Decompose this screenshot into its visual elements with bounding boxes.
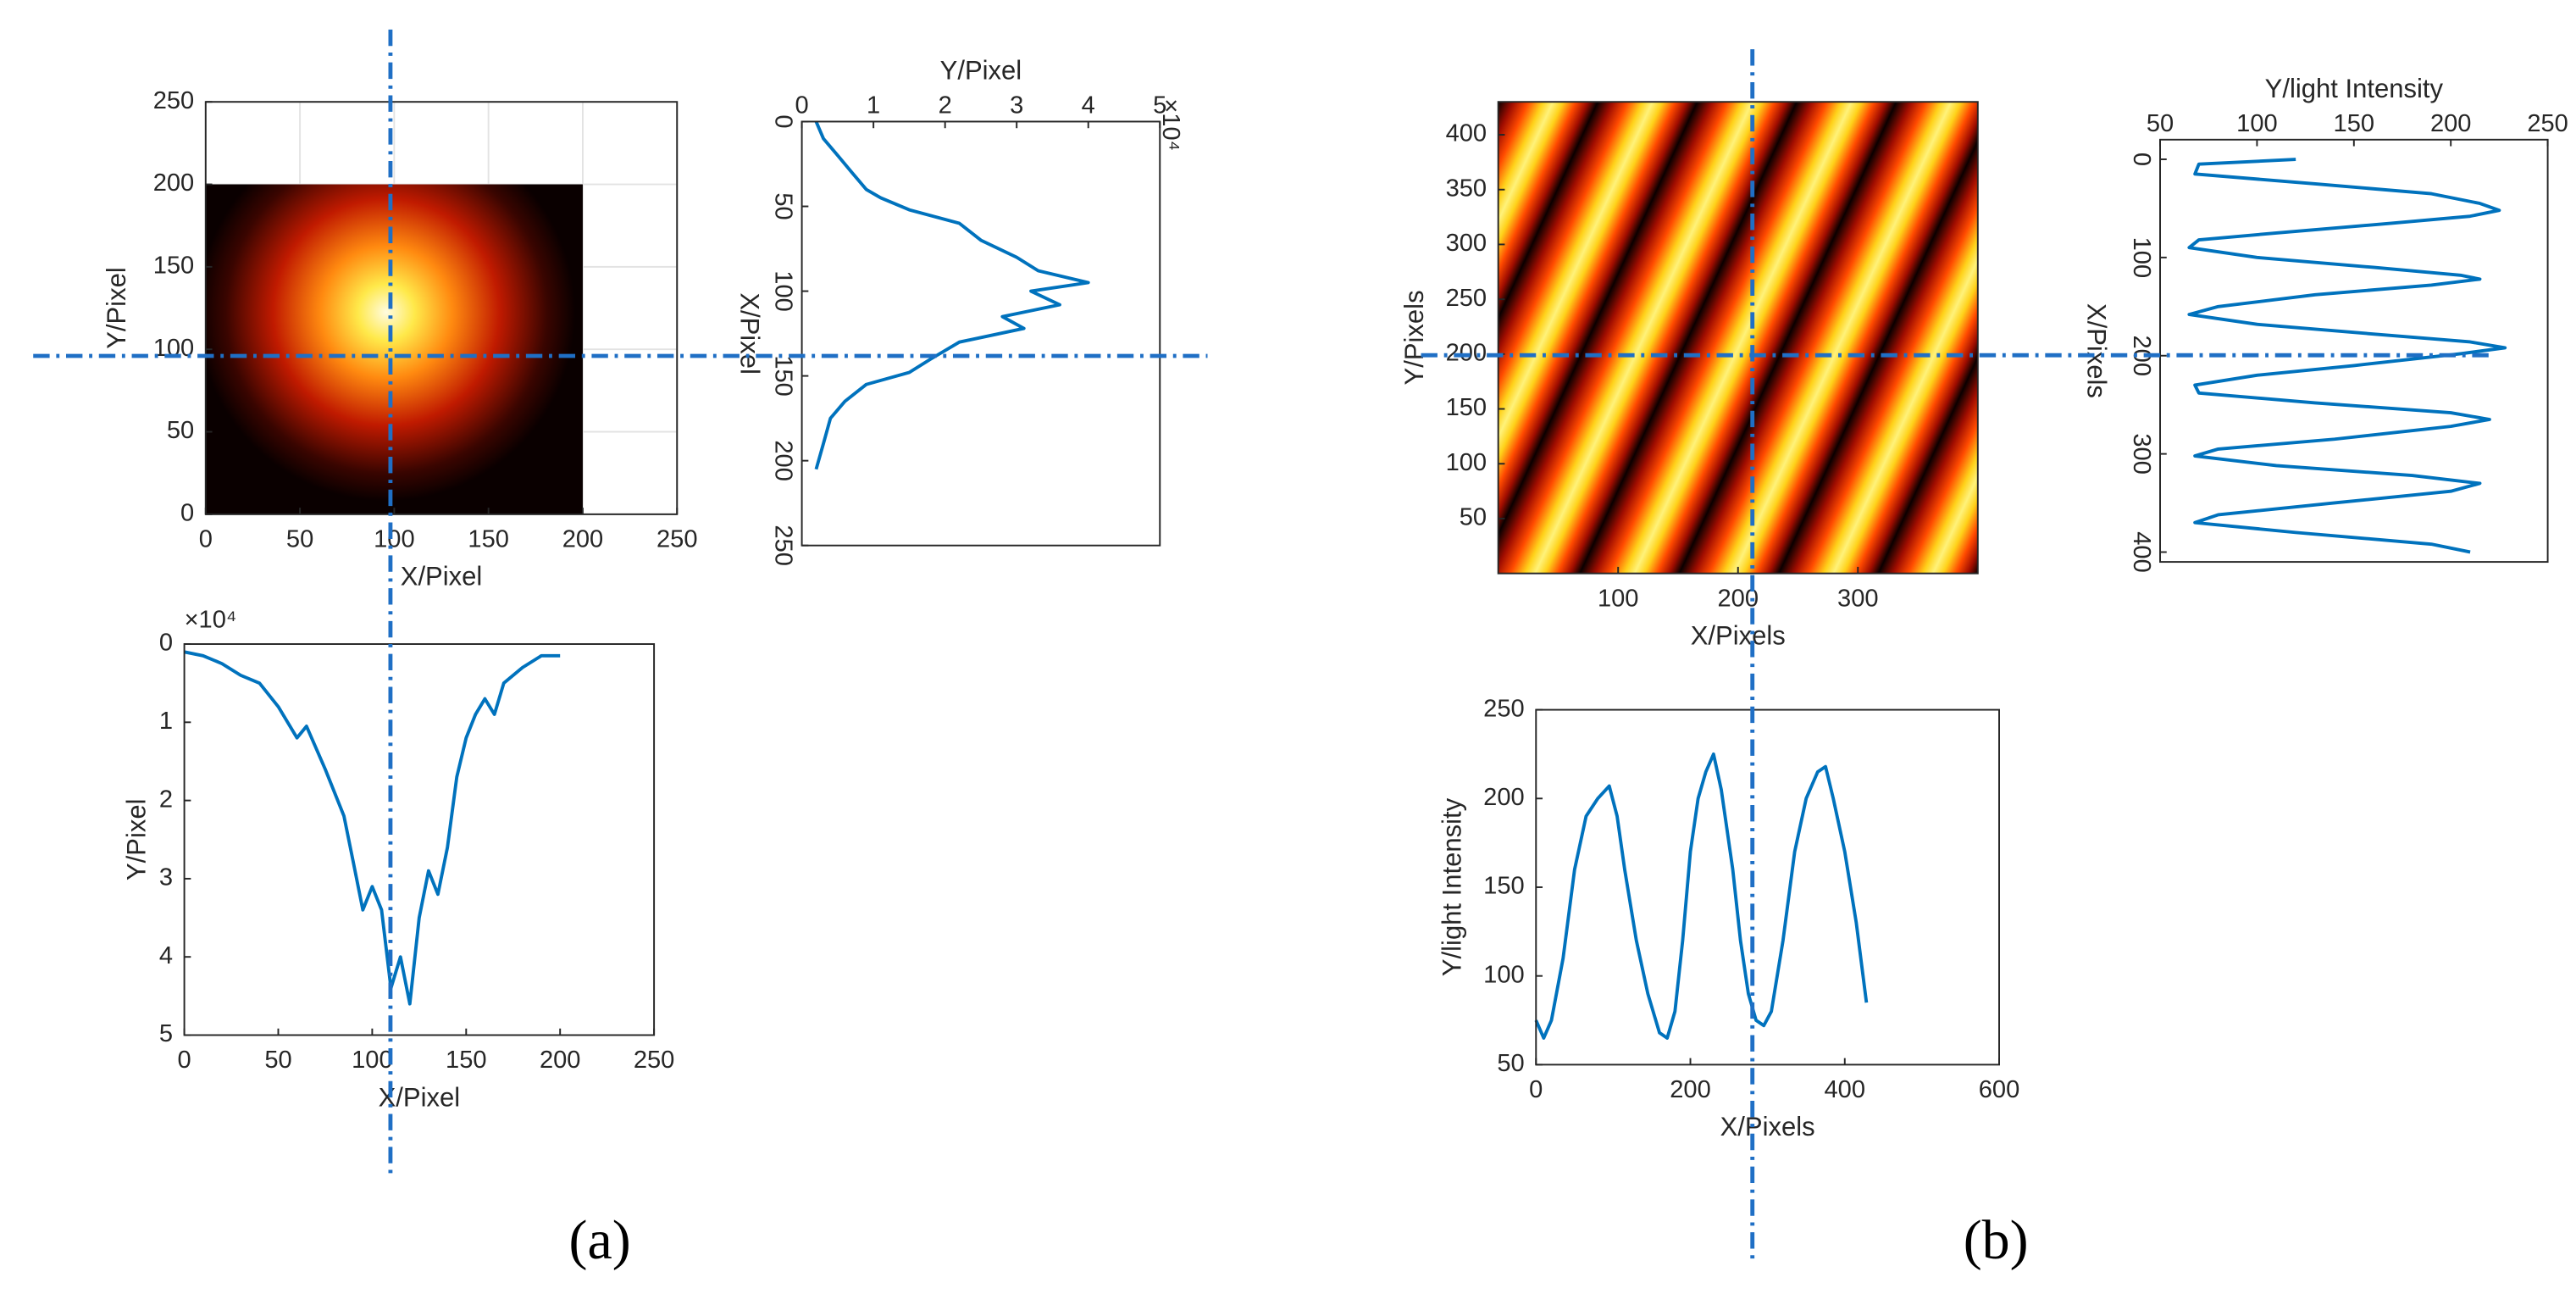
data-line bbox=[2187, 158, 2507, 554]
x-tick-label: 3 bbox=[1010, 92, 1023, 119]
x-tick-label: 50 bbox=[264, 1047, 291, 1074]
y-tick-label: 100 bbox=[2128, 237, 2155, 279]
y-tick-label: 1 bbox=[159, 708, 173, 735]
y-tick-label: 0 bbox=[2128, 153, 2155, 166]
y-tick-label: 150 bbox=[1483, 873, 1525, 900]
y-tick-label: 400 bbox=[2128, 531, 2155, 573]
y-axis-label: Y/Pixel bbox=[102, 267, 131, 349]
y-tick-label: 300 bbox=[1446, 230, 1487, 257]
y-tick-label: 4 bbox=[159, 942, 173, 969]
axes-box bbox=[204, 101, 679, 515]
x-tick-label: 0 bbox=[178, 1047, 191, 1074]
x-tick-label: 0 bbox=[795, 92, 809, 119]
x-tick-label: 100 bbox=[374, 526, 415, 553]
y-tick-label: 0 bbox=[159, 630, 173, 657]
x-tick-label: 150 bbox=[446, 1047, 487, 1074]
y-tick-label: 2 bbox=[159, 786, 173, 813]
y-tick-label: 150 bbox=[1446, 394, 1487, 421]
y-tick-label: 150 bbox=[153, 253, 195, 280]
y-tick-label: 50 bbox=[1460, 504, 1487, 531]
x-tick-label: 300 bbox=[1837, 585, 1879, 612]
data-line bbox=[184, 650, 561, 1006]
x-tick-label: 100 bbox=[2236, 110, 2278, 137]
heatmap-image bbox=[205, 184, 583, 514]
x-axis-label: X/Pixel bbox=[401, 562, 483, 591]
x-tick-label: 0 bbox=[1529, 1076, 1543, 1103]
y-tick-label: 250 bbox=[1446, 285, 1487, 312]
data-line bbox=[1534, 752, 1869, 1040]
heatmap-image bbox=[1498, 102, 1978, 574]
y-tick-label: 400 bbox=[1446, 120, 1487, 147]
x-tick-label: 5 bbox=[1153, 92, 1166, 119]
y-tick-label: 5 bbox=[159, 1020, 173, 1047]
x-axis-label: X/Pixels bbox=[1720, 1112, 1815, 1141]
y-tick-label: 250 bbox=[1483, 695, 1525, 722]
y-axis-label: Y/Pixels bbox=[1399, 290, 1429, 385]
x-tick-label: 2 bbox=[939, 92, 952, 119]
y-tick-label: 50 bbox=[167, 417, 194, 444]
y-tick-label: 200 bbox=[1483, 784, 1525, 811]
x-tick-label: 250 bbox=[634, 1047, 675, 1074]
x-tick-label: 0 bbox=[199, 526, 213, 553]
plot-area bbox=[1536, 709, 2000, 1065]
x-exponent-label: ×10⁴ bbox=[1157, 98, 1184, 151]
x-tick-label: 100 bbox=[352, 1047, 393, 1074]
y-tick-label: 250 bbox=[770, 525, 797, 566]
axes-box bbox=[183, 643, 656, 1036]
y-tick-label: 100 bbox=[770, 270, 797, 312]
y-tick-label: 200 bbox=[770, 440, 797, 481]
data-line bbox=[814, 120, 1090, 470]
x-tick-label: 200 bbox=[1670, 1076, 1711, 1103]
y-axis-label: X/Pixel bbox=[734, 292, 764, 375]
x-axis-label: Y/Pixel bbox=[940, 55, 1022, 85]
x-tick-label: 4 bbox=[1082, 92, 1095, 119]
x-tick-label: 200 bbox=[2430, 110, 2472, 137]
y-tick-label: 200 bbox=[1446, 340, 1487, 367]
plot-area bbox=[184, 644, 655, 1036]
y-tick-label: 350 bbox=[1446, 175, 1487, 202]
x-tick-label: 200 bbox=[562, 526, 604, 553]
x-tick-label: 600 bbox=[1979, 1076, 2020, 1103]
panel-label: (a) bbox=[569, 1209, 631, 1271]
x-tick-label: 400 bbox=[1825, 1076, 1866, 1103]
x-tick-label: 250 bbox=[656, 526, 698, 553]
y-tick-label: 50 bbox=[770, 192, 797, 219]
x-tick-label: 150 bbox=[468, 526, 509, 553]
x-tick-label: 100 bbox=[1598, 585, 1639, 612]
x-tick-label: 50 bbox=[286, 526, 313, 553]
y-tick-label: 100 bbox=[1483, 961, 1525, 988]
y-tick-label: 0 bbox=[180, 500, 194, 527]
x-axis-label: X/Pixels bbox=[1691, 620, 1786, 650]
y-tick-label: 150 bbox=[770, 355, 797, 397]
x-tick-label: 200 bbox=[540, 1047, 581, 1074]
axes-box bbox=[800, 120, 1161, 547]
y-tick-label: 300 bbox=[2128, 433, 2155, 475]
y-tick-label: 100 bbox=[1446, 449, 1487, 476]
panel-label: (b) bbox=[1964, 1209, 2029, 1271]
y-tick-label: 0 bbox=[770, 114, 797, 128]
x-tick-label: 150 bbox=[2334, 110, 2375, 137]
x-tick-label: 1 bbox=[867, 92, 880, 119]
y-tick-label: 250 bbox=[153, 87, 195, 114]
y-tick-label: 3 bbox=[159, 864, 173, 891]
y-axis-label: Y/light Intensity bbox=[1438, 797, 1467, 976]
x-tick-label: 250 bbox=[2527, 110, 2568, 137]
x-tick-label: 50 bbox=[2147, 110, 2174, 137]
y-axis-label: X/Pixels bbox=[2081, 303, 2111, 398]
x-axis-label: Y/light Intensity bbox=[2265, 74, 2444, 103]
y-exponent-label: ×10⁴ bbox=[185, 607, 237, 634]
y-tick-label: 200 bbox=[153, 169, 195, 197]
plot-area bbox=[801, 121, 1161, 546]
y-tick-label: 50 bbox=[1497, 1050, 1524, 1077]
y-axis-label: Y/Pixel bbox=[121, 798, 151, 880]
